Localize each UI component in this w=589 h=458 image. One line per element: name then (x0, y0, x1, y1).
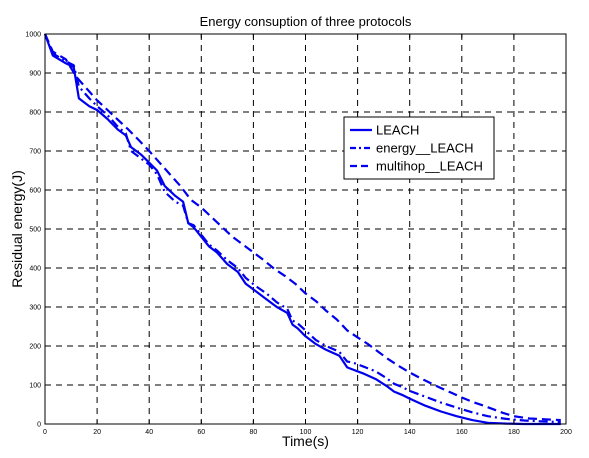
legend-label: LEACH (376, 123, 419, 138)
x-tick-label: 200 (560, 429, 572, 436)
x-tick-label: 40 (145, 429, 153, 436)
y-tick-label: 400 (29, 266, 41, 273)
x-tick-label: 180 (508, 429, 520, 436)
y-tick-label: 500 (29, 227, 41, 234)
axis-ticks: 0 20 40 60 80 100 120 140 160 180 200 0 100 200 300 400… (25, 32, 572, 437)
y-axis-label: Residual energy(J) (9, 170, 25, 288)
series-group (43, 33, 561, 426)
y-tick-label: 1000 (25, 32, 41, 39)
series-line-energy-leach (43, 33, 561, 424)
legend-label: energy__LEACH (376, 141, 474, 156)
series-line-multihop-leach (43, 33, 561, 422)
x-tick-label: 120 (352, 429, 364, 436)
x-tick-label: 160 (456, 429, 468, 436)
y-tick-label: 600 (29, 188, 41, 195)
chart-title: Energy consuption of three protocols (200, 14, 412, 29)
y-tick-label: 0 (37, 422, 41, 429)
legend-label: multihop__LEACH (376, 159, 483, 174)
series-line-leach (43, 33, 561, 426)
x-tick-label: 80 (250, 429, 258, 436)
x-tick-label: 60 (197, 429, 205, 436)
y-tick-label: 300 (29, 305, 41, 312)
y-tick-label: 800 (29, 110, 41, 117)
x-tick-label: 100 (300, 429, 312, 436)
y-tick-label: 700 (29, 149, 41, 156)
grid-lines (45, 34, 566, 424)
y-tick-label: 100 (29, 383, 41, 390)
legend: LEACH energy__LEACH multihop__LEACH (343, 116, 495, 180)
x-axis-label: Time(s) (282, 433, 329, 449)
y-tick-label: 200 (29, 344, 41, 351)
x-tick-label: 0 (43, 429, 47, 436)
x-tick-label: 140 (404, 429, 416, 436)
x-tick-label: 20 (93, 429, 101, 436)
y-tick-label: 900 (29, 71, 41, 78)
